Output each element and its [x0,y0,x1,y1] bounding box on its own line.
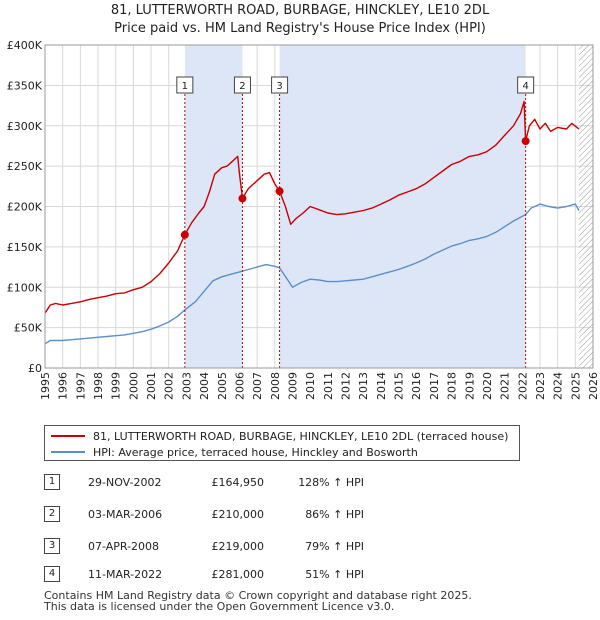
x-tick-label: 2019 [463,372,476,400]
x-tick-label: 2004 [198,372,211,400]
x-tick-label: 2015 [393,372,406,400]
x-tick-label: 2013 [357,372,370,400]
x-tick-label: 2010 [304,372,317,400]
sale-number-badge: 3 [44,538,60,554]
y-tick-label: £350K [7,79,43,92]
sale-row: 1 29-NOV-2002 £164,950 128% ↑ HPI [44,472,564,494]
sale-price: £281,000 [211,568,265,581]
sale-hpi-change: 86% ↑ HPI [305,508,364,521]
y-tick-label: £200K [7,201,43,214]
x-tick-label: 2018 [446,372,459,400]
sale-price: £210,000 [211,508,265,521]
chart-title-line2: Price paid vs. HM Land Registry's House … [114,21,486,36]
x-tick-label: 2012 [340,372,353,400]
sale-marker-label: 1 [182,81,188,92]
x-tick-label: 2001 [145,372,158,400]
x-tick-label: 2014 [375,372,388,400]
sale-marker-box [271,76,289,94]
sale-row: 2 03-MAR-2006 £210,000 86% ↑ HPI [44,504,564,526]
legend-item-hpi: HPI: Average price, terraced house, Hinc… [51,444,418,460]
sale-marker-box [176,76,194,94]
sale-date: 11-MAR-2022 [88,568,163,581]
sale-number-badge: 1 [44,474,60,490]
legend: 81, LUTTERWORTH ROAD, BURBAGE, HINCKLEY,… [44,425,520,461]
property-price-line [44,100,580,314]
footer: Contains HM Land Registry data © Crown c… [44,590,472,612]
x-tick-label: 2023 [534,372,547,400]
sale-price: £164,950 [211,476,265,489]
sale-marker-box [233,76,251,94]
sale-point [238,194,247,203]
hpi-line [44,203,580,345]
sale-date: 07-APR-2008 [88,540,160,553]
hatched-region [578,45,593,368]
y-tick-label: £100K [7,281,43,294]
x-tick-label: 2020 [481,372,494,400]
x-tick-label: 1998 [92,372,105,400]
y-tick-label: £250K [7,160,43,173]
plot-frame [44,44,594,369]
x-tick-label: 2009 [286,372,299,400]
x-tick-label: 2005 [216,372,229,400]
x-tick-label: 2024 [552,372,565,400]
price-chart: 1 2 3 4 £0 £50K £100K £150K £200K £250K £300K £350… [7,39,600,400]
sale-point [275,187,284,196]
y-tick-label: £150K [7,241,43,254]
x-tick-label: 1997 [74,372,87,400]
x-tick-label: 2008 [269,372,282,400]
sale-hpi-change: 128% ↑ HPI [298,476,364,489]
x-tick-label: 2011 [322,372,335,400]
x-tick-label: 2025 [569,372,582,400]
x-tick-label: 2003 [180,372,193,400]
sale-row: 3 07-APR-2008 £219,000 79% ↑ HPI [44,536,564,558]
x-tick-label: 2022 [516,372,529,400]
sale-date: 29-NOV-2002 [88,476,162,489]
y-tick-label: £0 [28,362,42,375]
x-tick-label: 1996 [57,372,70,400]
shaded-region [279,45,526,368]
legend-label-property: 81, LUTTERWORTH ROAD, BURBAGE, HINCKLEY,… [93,429,509,443]
x-tick-label: 2007 [251,372,264,400]
sale-hpi-change: 51% ↑ HPI [305,568,364,581]
sale-price: £219,000 [211,540,265,553]
sale-point [521,137,530,146]
legend-swatch-property [51,435,85,437]
x-tick-label: 2006 [233,372,246,400]
sale-marker-label: 3 [276,81,282,92]
legend-label-hpi: HPI: Average price, terraced house, Hinc… [93,445,418,459]
sale-row: 4 11-MAR-2022 £281,000 51% ↑ HPI [44,564,564,586]
sale-marker-box [517,76,535,94]
y-tick-label: £400K [7,39,43,52]
x-tick-label: 2017 [428,372,441,400]
x-tick-label: 2000 [127,372,140,400]
legend-item-property: 81, LUTTERWORTH ROAD, BURBAGE, HINCKLEY,… [51,428,508,444]
sale-number-badge: 2 [44,506,60,522]
x-tick-label: 2021 [499,372,512,400]
footer-license: This data is licensed under the Open Gov… [44,600,395,613]
y-tick-label: £50K [14,322,43,335]
legend-swatch-hpi [51,451,85,453]
y-tick-label: £300K [7,120,43,133]
sale-hpi-change: 79% ↑ HPI [305,540,364,553]
footer-copyright: Contains HM Land Registry data © Crown c… [44,589,472,602]
x-tick-label: 1995 [39,372,52,400]
sale-number-badge: 4 [44,566,60,582]
x-tick-label: 2016 [410,372,423,400]
sale-marker-label: 2 [239,81,245,92]
x-tick-label: 1999 [110,372,123,400]
sale-marker-label: 4 [522,81,528,92]
chart-title-line1: 81, LUTTERWORTH ROAD, BURBAGE, HINCKLEY,… [110,3,490,18]
x-tick-label: 2002 [163,372,176,400]
sale-point [180,230,189,239]
shaded-region [184,45,243,368]
sale-date: 03-MAR-2006 [88,508,163,521]
x-tick-label: 2026 [587,372,600,400]
